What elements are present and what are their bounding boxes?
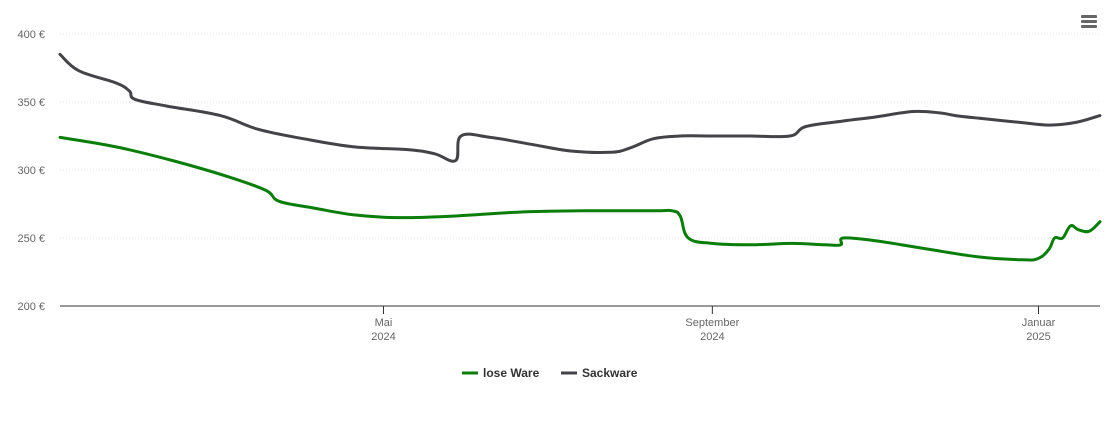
y-tick-label: 300 € [17, 165, 45, 177]
legend-item-lose-ware[interactable]: lose Ware [462, 366, 540, 380]
x-tick-label-month: Mai [375, 317, 393, 329]
y-axis-tick-labels: 200 € 250 € 300 € 350 € 400 € [17, 29, 45, 313]
series-lines [58, 52, 1102, 262]
legend-label-lose-ware: lose Ware [483, 366, 540, 380]
y-tick-label: 400 € [17, 29, 45, 41]
x-tick-label-month: Januar [1022, 317, 1056, 329]
grid-lines [60, 33, 1100, 239]
x-tick-label-year: 2025 [1026, 331, 1050, 343]
x-tick-label-year: 2024 [700, 331, 724, 343]
legend-label-sackware: Sackware [582, 366, 638, 380]
series-line-lose-ware[interactable] [58, 135, 1102, 262]
y-tick-label: 200 € [17, 301, 45, 313]
chart-menu-button[interactable] [1076, 10, 1102, 34]
hamburger-menu-icon [1081, 15, 1097, 18]
legend-item-sackware[interactable]: Sackware [561, 366, 638, 380]
series-line-sackware[interactable] [58, 52, 1102, 163]
y-tick-label: 350 € [17, 97, 45, 109]
legend: lose Ware Sackware [462, 366, 638, 380]
hamburger-menu-icon-bar [1081, 20, 1097, 23]
x-tick-label-month: September [685, 317, 739, 329]
x-axis-ticks: Mai 2024 September 2024 Januar 2025 [371, 306, 1056, 343]
x-tick-label-year: 2024 [371, 331, 395, 343]
hamburger-menu-icon-bar [1081, 25, 1097, 28]
y-tick-label: 250 € [17, 233, 45, 245]
